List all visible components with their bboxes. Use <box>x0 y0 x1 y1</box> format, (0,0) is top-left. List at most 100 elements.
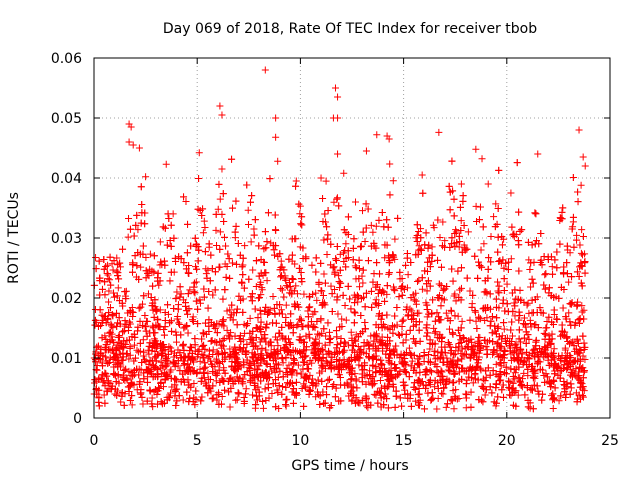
data-point <box>198 393 206 401</box>
data-point <box>453 361 461 369</box>
data-point <box>304 321 312 329</box>
data-point <box>358 378 366 386</box>
data-point <box>165 394 173 402</box>
data-point <box>167 221 175 229</box>
data-point <box>173 315 181 323</box>
data-point <box>389 251 397 259</box>
data-point <box>414 250 422 258</box>
data-point <box>300 347 308 355</box>
data-point <box>104 379 112 387</box>
data-point <box>232 197 240 205</box>
data-point <box>345 341 353 349</box>
data-point <box>119 328 127 336</box>
data-point <box>297 268 305 276</box>
data-point <box>372 332 380 340</box>
data-point <box>509 231 517 239</box>
data-point <box>450 212 458 220</box>
data-point <box>533 382 541 390</box>
data-point <box>184 310 192 318</box>
data-point <box>528 386 536 394</box>
data-point <box>533 348 541 356</box>
data-point <box>207 357 215 365</box>
data-point <box>316 401 324 409</box>
data-point <box>297 315 305 323</box>
data-point <box>368 354 376 362</box>
data-point <box>361 237 369 245</box>
data-point <box>540 372 548 380</box>
data-point <box>508 223 516 231</box>
data-point <box>462 350 470 358</box>
data-point <box>552 315 560 323</box>
data-point <box>176 293 184 301</box>
data-point <box>103 387 111 395</box>
data-point <box>196 299 204 307</box>
data-point <box>336 250 344 258</box>
data-point <box>491 327 499 335</box>
data-point <box>443 375 451 383</box>
data-point <box>225 333 233 341</box>
data-point <box>186 394 194 402</box>
data-point <box>559 304 567 312</box>
data-point <box>399 378 407 386</box>
data-point <box>112 371 120 379</box>
data-point <box>524 403 532 411</box>
data-point <box>233 321 241 329</box>
data-point <box>523 382 531 390</box>
data-point <box>423 287 431 295</box>
data-point <box>333 357 341 365</box>
data-point <box>395 293 403 301</box>
data-point <box>335 348 343 356</box>
data-point <box>462 390 470 398</box>
data-point <box>132 221 140 229</box>
data-point <box>194 320 202 328</box>
data-point <box>114 284 122 292</box>
data-point <box>216 228 224 236</box>
data-point <box>526 399 534 407</box>
data-point <box>492 384 500 392</box>
data-point <box>331 268 339 276</box>
data-point <box>286 339 294 347</box>
data-point <box>137 263 145 271</box>
data-point <box>414 361 422 369</box>
data-point <box>386 160 394 168</box>
data-point <box>232 396 240 404</box>
data-point <box>317 287 325 295</box>
data-point <box>314 330 322 338</box>
data-point <box>156 323 164 331</box>
data-point <box>335 365 343 373</box>
data-point <box>177 331 185 339</box>
data-point <box>184 220 192 228</box>
data-point <box>205 327 213 335</box>
data-point <box>278 323 286 331</box>
data-point <box>237 363 245 371</box>
data-point <box>351 370 359 378</box>
data-point <box>252 401 260 409</box>
data-point <box>165 214 173 222</box>
data-point <box>263 277 271 285</box>
data-point <box>310 323 318 331</box>
data-point <box>305 304 313 312</box>
data-point <box>399 316 407 324</box>
data-point <box>462 380 470 388</box>
data-point <box>448 240 456 248</box>
data-point <box>282 301 290 309</box>
data-point <box>92 254 100 262</box>
data-point <box>136 378 144 386</box>
data-point <box>170 234 178 242</box>
data-point <box>520 334 528 342</box>
data-point <box>232 354 240 362</box>
data-point <box>372 222 380 230</box>
data-point <box>565 309 573 317</box>
data-point <box>333 341 341 349</box>
data-point <box>494 205 502 213</box>
data-point <box>152 305 160 313</box>
data-point <box>576 346 584 354</box>
data-point <box>239 254 247 262</box>
data-point <box>476 333 484 341</box>
data-point <box>237 337 245 345</box>
data-point <box>509 401 517 409</box>
data-point <box>483 350 491 358</box>
data-point <box>240 393 248 401</box>
data-point <box>418 378 426 386</box>
data-point <box>405 373 413 381</box>
